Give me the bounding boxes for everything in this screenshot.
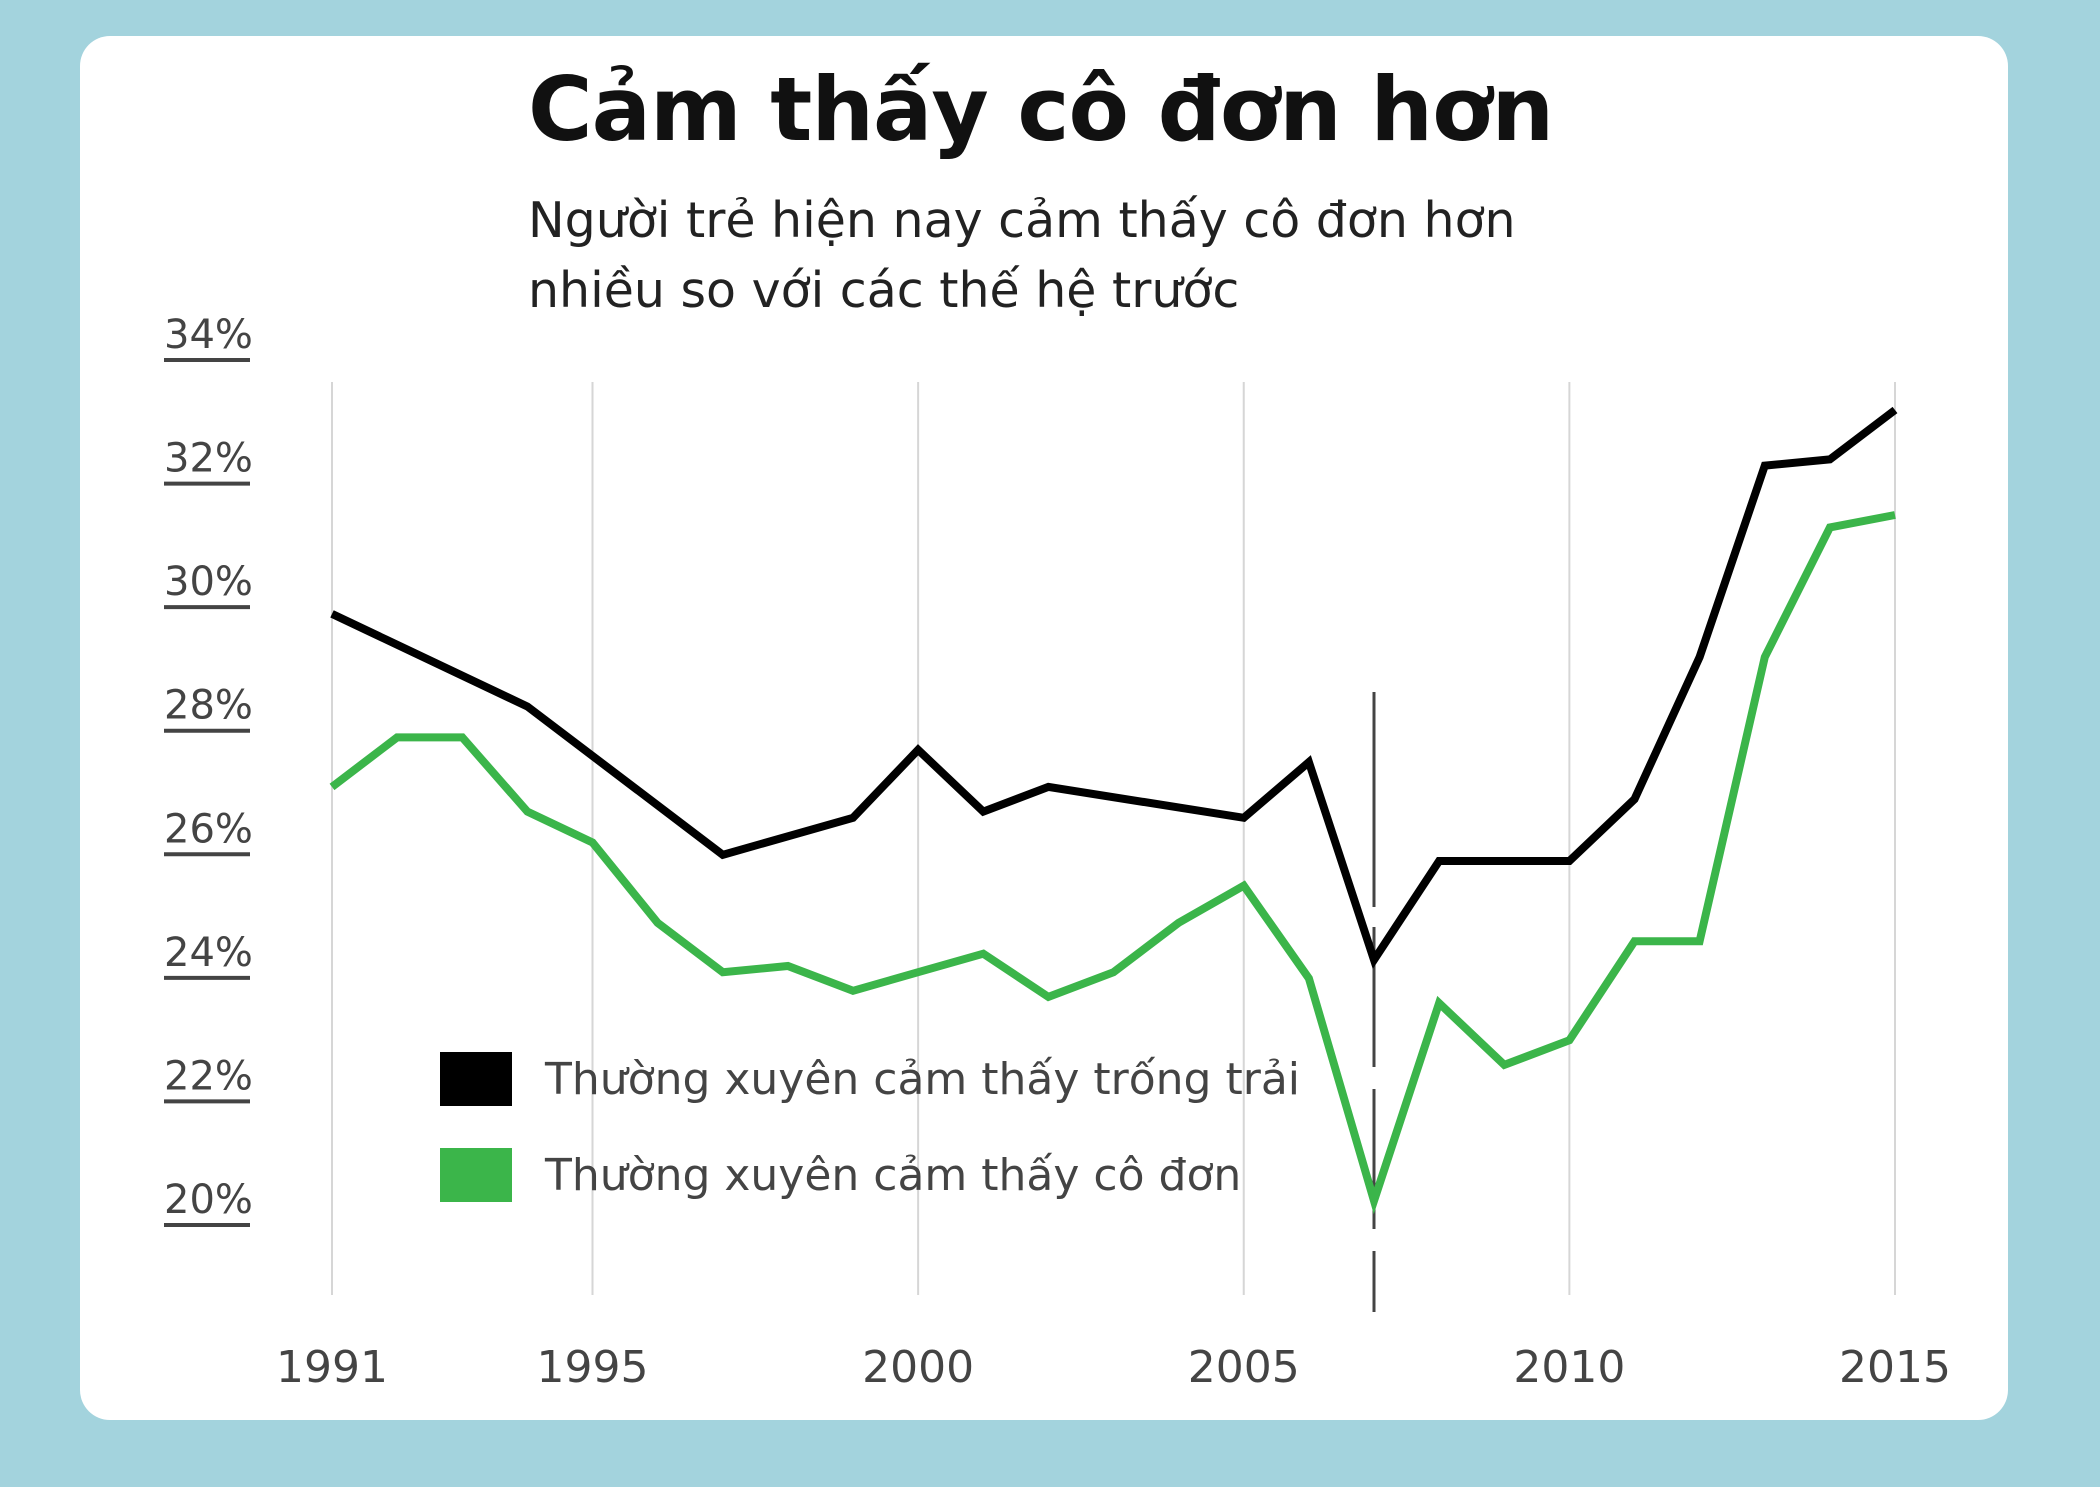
x-tick-label: 1991	[276, 1342, 388, 1393]
x-tick-label: 2005	[1188, 1342, 1300, 1393]
y-tick-label: 34%	[164, 312, 253, 358]
legend-swatch-1	[440, 1052, 512, 1106]
legend-label-1: Thường xuyên cảm thấy trống trải	[544, 1054, 1300, 1105]
subtitle-line-2: nhiều so với các thế hệ trước	[528, 262, 1240, 319]
page-title: Cảm thấy cô đơn hơn	[528, 58, 1554, 161]
y-tick-label: 24%	[164, 930, 253, 976]
x-tick-label: 1995	[537, 1342, 649, 1393]
y-axis: 34% 32% 30% 28% 26% 24% 22% 20%	[164, 312, 253, 1227]
y-tick-label: 26%	[164, 806, 253, 852]
series-line-1	[330, 406, 1898, 970]
y-tick-label: 20%	[164, 1177, 253, 1223]
y-tick-label: 22%	[164, 1053, 253, 1099]
subtitle-line-1: Người trẻ hiện nay cảm thấy cô đơn hơn	[528, 192, 1516, 249]
x-tick-label: 2015	[1839, 1342, 1951, 1393]
legend-swatch-2	[440, 1148, 512, 1202]
x-tick-label: 2010	[1513, 1342, 1625, 1393]
legend: Thường xuyên cảm thấy trống trải Thường x…	[440, 1052, 1300, 1202]
page-subtitle: Người trẻ hiện nay cảm thấy cô đơn hơn n…	[528, 186, 1678, 326]
y-tick-label: 28%	[164, 683, 253, 729]
series-layer	[329, 406, 1898, 1215]
y-tick-label: 30%	[164, 559, 253, 605]
x-axis: 1991 1995 2000 2005 2010 2015	[276, 1342, 1951, 1393]
legend-label-2: Thường xuyên cảm thấy cô đơn	[544, 1150, 1241, 1201]
chart-card	[80, 36, 2008, 1420]
y-tick-label: 32%	[164, 436, 253, 482]
x-tick-label: 2000	[862, 1342, 974, 1393]
